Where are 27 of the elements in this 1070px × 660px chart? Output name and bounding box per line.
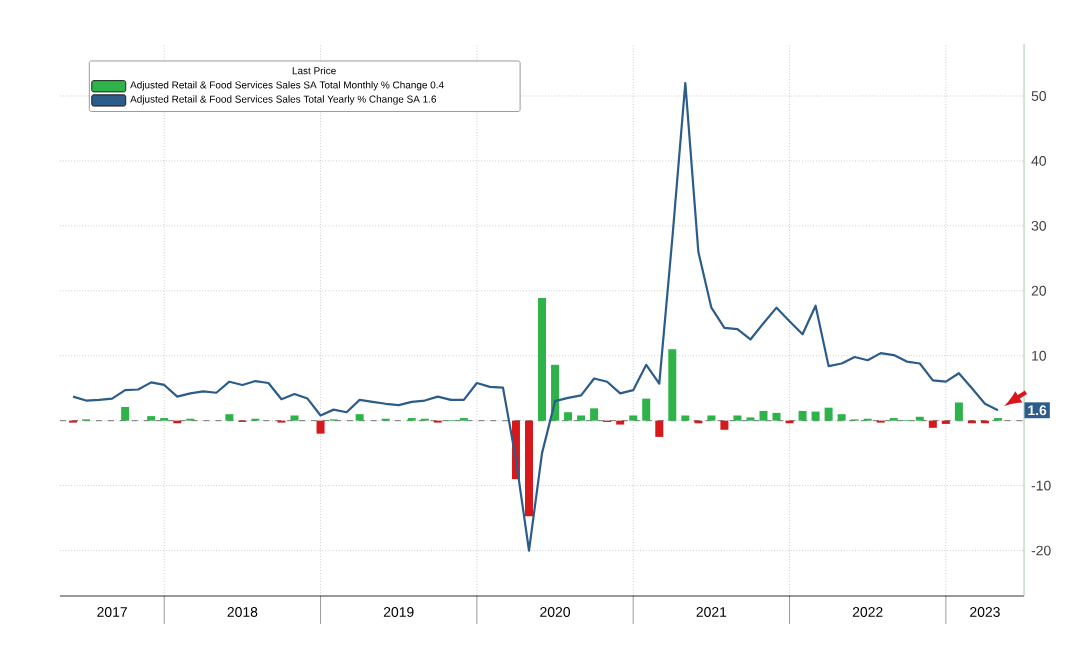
bar [564,412,573,421]
bar [290,415,299,421]
bar [629,415,638,421]
bar [798,410,807,421]
bar [668,349,677,421]
line-series [71,81,1000,552]
bar [954,402,963,421]
bar [642,398,651,421]
bar [837,414,846,421]
bar [355,414,364,421]
bar [524,420,533,517]
bar [720,420,729,430]
bar [316,420,325,434]
bar [733,415,742,421]
bar [538,297,547,421]
bar [590,408,599,421]
bar [225,414,234,421]
bar [121,407,130,421]
bar [928,420,937,428]
bar [681,415,690,421]
bar [577,415,586,421]
bar [824,407,833,421]
bar [759,410,768,421]
bar [811,411,820,421]
bar [655,420,664,437]
bar [707,415,716,421]
bar [772,412,781,421]
